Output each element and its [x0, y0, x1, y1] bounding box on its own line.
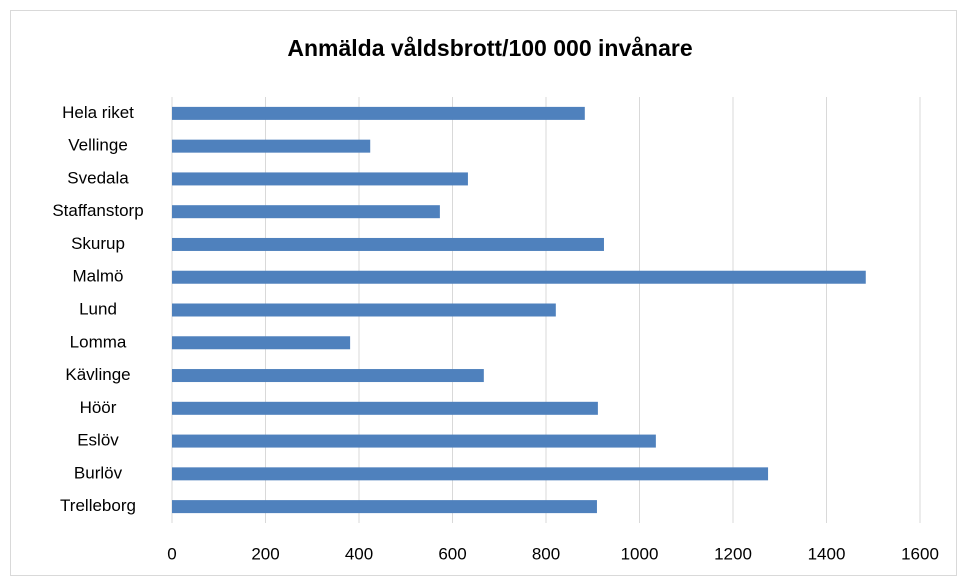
bar: [172, 172, 468, 186]
chart-frame: [10, 10, 957, 576]
x-tick-label: 200: [251, 544, 279, 563]
y-tick-label: Burlöv: [74, 463, 123, 482]
y-tick-label: Trelleborg: [60, 496, 136, 515]
y-tick-label: Höör: [80, 398, 117, 417]
bar: [172, 369, 484, 383]
bar: [172, 270, 866, 284]
y-tick-label: Skurup: [71, 234, 125, 253]
x-tick-label: 800: [532, 544, 560, 563]
y-tick-label: Kävlinge: [65, 365, 130, 384]
bar: [172, 106, 585, 120]
x-tick-label: 400: [345, 544, 373, 563]
y-tick-label: Staffanstorp: [52, 201, 143, 220]
y-tick-label: Lund: [79, 299, 117, 318]
chart-title: Anmälda våldsbrott/100 000 invånare: [287, 35, 692, 61]
y-tick-label: Svedala: [67, 168, 129, 187]
y-tick-label: Malmö: [72, 267, 123, 286]
bar: [172, 500, 597, 514]
x-tick-label: 1200: [714, 544, 752, 563]
y-tick-label: Vellinge: [68, 136, 128, 155]
x-tick-label: 1600: [901, 544, 939, 563]
x-tick-label: 1400: [808, 544, 846, 563]
x-tick-label: 0: [167, 544, 176, 563]
y-tick-label: Lomma: [70, 332, 127, 351]
bar: [172, 205, 440, 219]
y-tick-label: Hela riket: [62, 103, 134, 122]
x-tick-label: 600: [438, 544, 466, 563]
y-tick-label: Eslöv: [77, 431, 119, 450]
bar: [172, 139, 371, 153]
bar: [172, 303, 556, 317]
bar: [172, 467, 769, 481]
bar: [172, 336, 351, 350]
bar: [172, 401, 598, 415]
x-tick-label: 1000: [621, 544, 659, 563]
bar: [172, 237, 604, 251]
bar: [172, 434, 656, 448]
